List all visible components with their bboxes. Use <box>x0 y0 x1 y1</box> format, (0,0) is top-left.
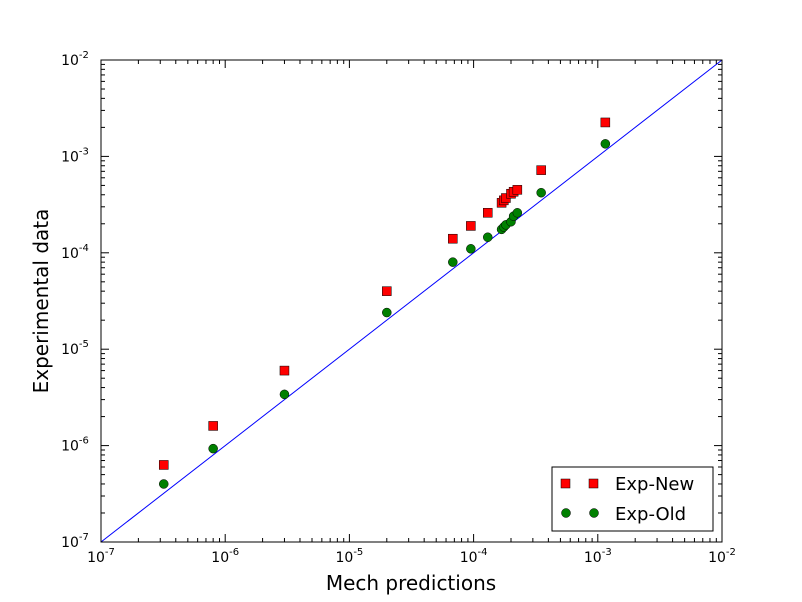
y-axis-title: Experimental data <box>29 209 53 394</box>
tick-base: 10 <box>87 550 105 566</box>
x-tick-label: 10-4 <box>460 547 488 566</box>
tick-base: 10 <box>460 550 478 566</box>
data-point-circle <box>279 389 290 400</box>
x-tick-label: 10-2 <box>708 547 736 566</box>
tick-exponent: -3 <box>79 146 89 157</box>
data-point-circle <box>536 187 546 198</box>
legend-label-exp-new: Exp-New <box>615 474 694 495</box>
tick-base: 10 <box>61 246 79 262</box>
data-point-square <box>158 460 169 470</box>
data-point-square <box>279 365 290 376</box>
reference-line-group <box>100 59 723 543</box>
data-point-circle <box>448 257 458 267</box>
tick-base: 10 <box>61 53 79 69</box>
tick-exponent: -7 <box>105 547 115 558</box>
data-point-square <box>536 165 546 175</box>
tick-base: 10 <box>61 535 79 551</box>
tick-base: 10 <box>708 550 726 566</box>
data-point-square <box>512 185 523 195</box>
legend-marker-exp-new <box>560 478 571 489</box>
data-point-circle <box>382 307 392 318</box>
legend-marker-exp-old <box>561 508 571 518</box>
tick-base: 10 <box>61 439 79 455</box>
data-point-circle <box>483 232 493 242</box>
legend-label-exp-old: Exp-Old <box>615 504 686 525</box>
plot-area-frame <box>100 59 723 543</box>
legend-marker-exp-new <box>588 478 599 489</box>
data-point-circle <box>158 479 169 489</box>
data-points-group <box>158 117 611 489</box>
data-point-square <box>208 421 218 431</box>
tick-exponent: -3 <box>602 547 612 558</box>
tick-exponent: -7 <box>79 532 89 543</box>
x-tick-label: 10-6 <box>211 547 239 566</box>
series-exp-new <box>158 117 611 470</box>
legend: Exp-New Exp-Old <box>551 466 714 532</box>
y-tick-label: 10-5 <box>61 339 89 358</box>
tick-exponent: -4 <box>79 243 89 254</box>
y-tick-label: 10-6 <box>61 436 89 455</box>
tick-exponent: -6 <box>229 547 239 558</box>
axis-ticks-group: 10-7 10-6 10-5 10-4 10-3 10-210-710-610-510-4… <box>61 50 736 566</box>
tick-base: 10 <box>61 342 79 358</box>
x-tick-label: 10-5 <box>335 547 363 566</box>
x-tick-label: 10-7 <box>87 547 115 566</box>
tick-exponent: -2 <box>79 50 89 61</box>
tick-exponent: -5 <box>353 547 363 558</box>
legend-box <box>551 466 714 532</box>
y-tick-label: 10-7 <box>61 532 89 551</box>
y-tick-label: 10-3 <box>61 146 89 165</box>
x-tick-label: 10-3 <box>584 547 612 566</box>
tick-exponent: -2 <box>726 547 736 558</box>
data-point-square <box>382 286 392 296</box>
data-point-circle <box>600 139 611 149</box>
tick-base: 10 <box>211 550 229 566</box>
legend-marker-exp-old <box>589 508 599 518</box>
tick-exponent: -6 <box>79 436 89 447</box>
data-point-circle <box>208 443 218 454</box>
tick-exponent: -5 <box>79 339 89 350</box>
y-tick-label: 10-4 <box>61 243 89 262</box>
tick-base: 10 <box>584 550 602 566</box>
tick-base: 10 <box>61 149 79 165</box>
data-point-square <box>466 221 476 231</box>
data-point-circle <box>466 244 476 254</box>
tick-exponent: -4 <box>478 547 488 558</box>
tick-base: 10 <box>335 550 353 566</box>
x-axis-title: Mech predictions <box>326 571 496 595</box>
series-exp-old <box>158 139 611 489</box>
data-point-circle <box>512 208 523 218</box>
reference-line <box>100 59 723 543</box>
data-point-square <box>448 233 458 244</box>
data-point-square <box>483 208 493 218</box>
y-tick-label: 10-2 <box>61 50 89 69</box>
data-point-square <box>600 117 611 128</box>
